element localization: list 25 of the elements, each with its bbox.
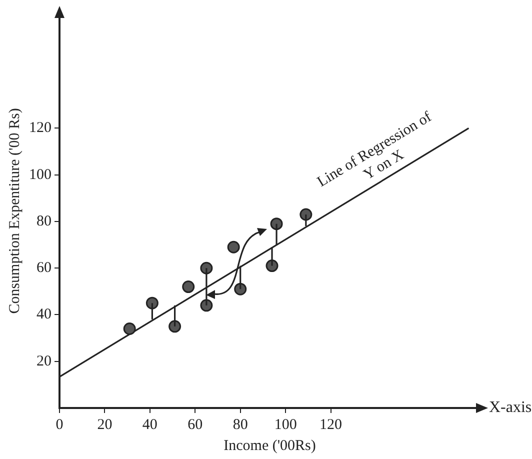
y-tick-label: 60 (36, 260, 52, 276)
y-tick-label: 40 (36, 306, 52, 323)
x-axis-title: Income ('00Rs) (224, 438, 316, 454)
y-tick-label: 80 (36, 213, 52, 230)
y-tick-label: 20 (36, 353, 52, 370)
point (227, 240, 240, 254)
point (168, 320, 182, 333)
x-tick-label: 20 (97, 416, 112, 433)
x-tick-label: 0 (56, 416, 64, 433)
point (200, 299, 213, 312)
text: X-axis (489, 399, 532, 416)
x-tick-label: 60 (188, 416, 203, 433)
point (146, 296, 158, 310)
y-axis-title: Consumption Expentiture ('00 Rs) (6, 108, 23, 314)
point (234, 282, 247, 296)
point (182, 280, 195, 294)
point (123, 322, 136, 335)
point (300, 208, 312, 221)
y-tick-label: 100 (29, 166, 52, 183)
point (200, 262, 213, 274)
x-tick-label: 120 (320, 416, 342, 433)
x-tick-label: 100 (274, 416, 297, 433)
y-tick-label: 120 (29, 120, 52, 136)
x-tick-label: 40 (142, 416, 158, 433)
x-tick-label: 80 (232, 416, 248, 433)
